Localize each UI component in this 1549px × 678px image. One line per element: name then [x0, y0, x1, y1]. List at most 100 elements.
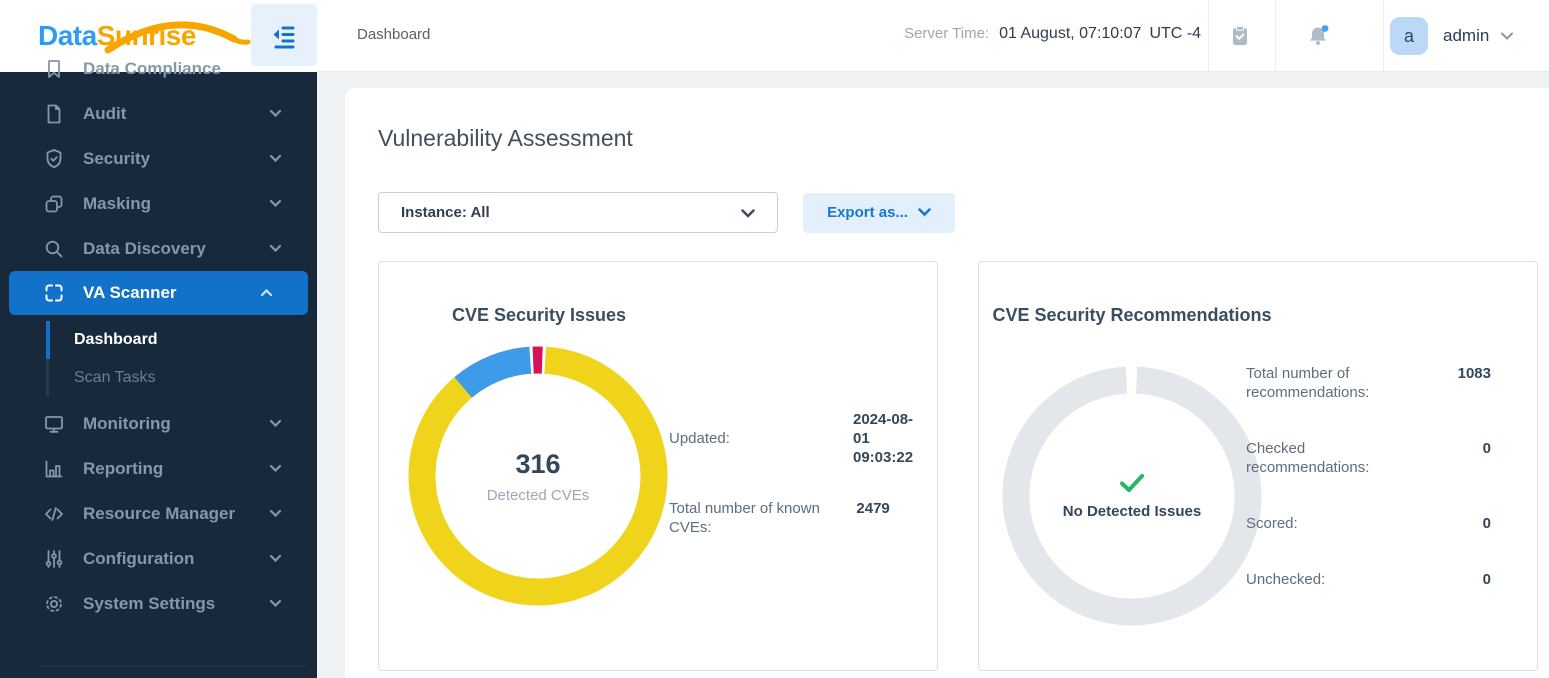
- server-time-label: Server Time:: [904, 25, 990, 42]
- page-title: Vulnerability Assessment: [378, 125, 633, 151]
- stat-value: 0: [1482, 515, 1491, 532]
- chevron-down-icon: [270, 554, 281, 562]
- logo-bar: DataSunrise: [0, 0, 317, 72]
- chevron-down-icon: [741, 209, 755, 218]
- sidebar-subitem-dashboard[interactable]: Dashboard: [0, 321, 317, 359]
- no-detected-issues-label: No Detected Issues: [1062, 502, 1202, 520]
- sidebar-item-label: Monitoring: [83, 413, 171, 433]
- sidebar-item-resource-manager[interactable]: Resource Manager: [0, 491, 317, 536]
- instance-filter-value: Instance: All: [401, 204, 490, 221]
- stat-row-total-known-cves: Total number of known CVEs: 2479: [669, 499, 919, 537]
- sidebar-item-monitoring[interactable]: Monitoring: [0, 401, 317, 446]
- sidebar-item-security[interactable]: Security: [0, 136, 317, 181]
- cve-issues-donut-chart[interactable]: 316 Detected CVEs: [408, 346, 668, 606]
- stat-label: Checked recommendations:: [1246, 440, 1370, 476]
- cve-recommendations-donut-chart[interactable]: No Detected Issues: [1002, 366, 1262, 626]
- sidebar-item-masking[interactable]: Masking: [0, 181, 317, 226]
- export-button[interactable]: Export as...: [803, 192, 955, 233]
- stat-value: 2024-08-01 09:03:22: [853, 411, 914, 466]
- sidebar-nav: Data Compliance Audit Security: [0, 59, 317, 626]
- sidebar-item-data-compliance[interactable]: Data Compliance: [0, 46, 317, 91]
- sidebar-item-label: Reporting: [83, 458, 164, 478]
- sidebar-item-reporting[interactable]: Reporting: [0, 446, 317, 491]
- donut-center: 316 Detected CVEs: [408, 346, 668, 606]
- card-title: CVE Security Issues: [451, 305, 627, 325]
- stat-row-scored: Scored: 0: [1246, 514, 1491, 533]
- cards-row: CVE Security Issues 316 Detected CVEs Up…: [378, 261, 1538, 671]
- sidebar-item-label: System Settings: [83, 593, 216, 613]
- detected-cves-count: 316: [515, 448, 561, 479]
- bar-chart-icon: [42, 457, 66, 481]
- sidebar-subitem-label: Scan Tasks: [74, 369, 156, 386]
- sidebar-item-label: Audit: [83, 103, 127, 123]
- donut-segment-segment-separator: [408, 346, 668, 606]
- avatar: a: [1390, 17, 1428, 55]
- chevron-down-icon: [270, 509, 281, 517]
- check-icon: [1120, 473, 1144, 492]
- chevron-down-icon: [270, 244, 281, 252]
- donut-svg: [1002, 366, 1262, 626]
- sidebar-item-label: Masking: [83, 193, 152, 213]
- chevron-down-icon: [270, 154, 281, 162]
- stat-label: Updated:: [669, 430, 730, 447]
- controls-row: Instance: All Export as...: [378, 192, 1538, 233]
- collapse-sidebar-icon: [273, 26, 295, 49]
- stat-label: Total number of recommendations:: [1246, 365, 1370, 401]
- stat-label: Unchecked:: [1246, 571, 1326, 588]
- document-icon: [42, 102, 66, 126]
- chevron-up-icon: [261, 289, 272, 296]
- avatar-initial: a: [1403, 25, 1414, 46]
- stat-value: 0: [1482, 571, 1491, 588]
- topbar-divider: [1208, 0, 1209, 72]
- main-content: Vulnerability Assessment Instance: All E…: [317, 72, 1549, 678]
- card-stats: Updated: 2024-08-01 09:03:22 Total numbe…: [669, 410, 919, 537]
- chevron-down-icon: [270, 199, 281, 207]
- instance-filter-select[interactable]: Instance: All: [378, 192, 778, 233]
- sidebar-item-label: Data Discovery: [83, 238, 206, 258]
- copy-icon: [42, 192, 66, 216]
- chevron-down-icon: [1501, 32, 1514, 40]
- tasks-button[interactable]: [1220, 16, 1260, 56]
- chevron-down-icon: [270, 419, 281, 427]
- stat-label: Total number of known CVEs:: [669, 500, 820, 536]
- chevron-down-icon: [270, 464, 281, 472]
- donut-segment-cves-blue: [408, 346, 668, 606]
- sidebar-item-system-settings[interactable]: System Settings: [0, 581, 317, 626]
- shield-check-icon: [42, 147, 66, 171]
- sidebar-subitem-scan-tasks[interactable]: Scan Tasks: [0, 359, 317, 397]
- sidebar-item-label: Resource Manager: [83, 503, 236, 523]
- detected-cves-label: Detected CVEs: [486, 486, 590, 504]
- user-name: admin: [1443, 26, 1490, 45]
- bookmark-icon: [42, 57, 66, 81]
- search-icon: [42, 237, 66, 261]
- export-button-label: Export as...: [827, 204, 908, 221]
- sidebar-divider: [38, 666, 307, 667]
- sidebar-item-configuration[interactable]: Configuration: [0, 536, 317, 581]
- server-time-value: 01 August, 07:10:07: [999, 25, 1142, 42]
- topbar-divider: [1383, 0, 1384, 72]
- sidebar-item-label: Security: [83, 148, 151, 168]
- server-time-zone: UTC -4: [1149, 25, 1201, 42]
- chevron-down-icon: [270, 599, 281, 607]
- stat-value: 0: [1482, 440, 1491, 457]
- sidebar-item-va-scanner[interactable]: VA Scanner: [9, 271, 308, 315]
- sidebar-collapse-button[interactable]: [251, 4, 317, 66]
- card-stats: Total number of recommendations: 1083 Ch…: [1246, 364, 1491, 589]
- sidebar-item-label: Configuration: [83, 548, 195, 568]
- notifications-button[interactable]: [1298, 16, 1338, 56]
- cve-security-recommendations-card: CVE Security Recommendations No Detected…: [978, 261, 1538, 671]
- sidebar-item-audit[interactable]: Audit: [0, 91, 317, 136]
- user-menu[interactable]: a admin: [1390, 0, 1514, 72]
- cve-security-issues-card: CVE Security Issues 316 Detected CVEs Up…: [378, 261, 938, 671]
- server-time: Server Time: 01 August, 07:10:07 UTC -4: [904, 25, 1201, 43]
- sidebar-item-data-discovery[interactable]: Data Discovery: [0, 226, 317, 271]
- monitor-icon: [42, 412, 66, 436]
- scan-icon: [42, 281, 66, 305]
- donut-segment-cves-red: [408, 346, 668, 606]
- stat-value: 2479: [856, 500, 890, 517]
- code-icon: [42, 502, 66, 526]
- clipboard-check-icon: [1233, 25, 1247, 45]
- sidebar-item-label: VA Scanner: [83, 283, 177, 302]
- stat-row-unchecked: Unchecked: 0: [1246, 570, 1491, 589]
